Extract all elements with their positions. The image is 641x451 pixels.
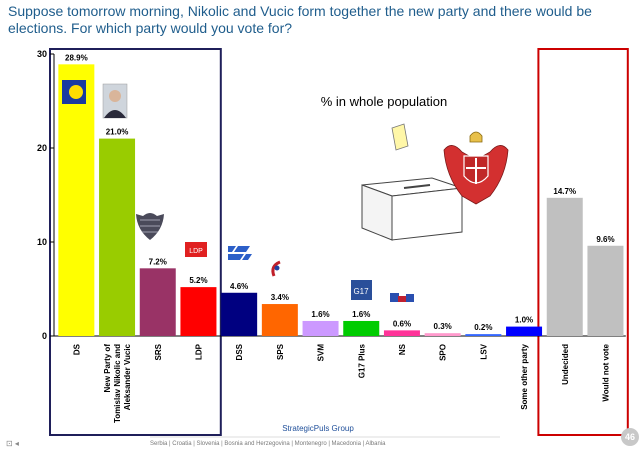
value-label: 1.6% [352, 310, 370, 319]
x-tick-label: LSV [479, 343, 488, 359]
chart-annotation: % in whole population [321, 94, 447, 109]
highlight-box-2 [537, 48, 629, 436]
source-label: StrategicPuls Group [282, 424, 354, 433]
x-tick-label: G17 Plus [357, 343, 366, 378]
bar-would-not-vote [587, 245, 624, 336]
x-tick-label: Tomislav Nikolic and [113, 344, 122, 423]
y-tick-label: 0 [42, 331, 47, 341]
slide-controls-icon: ⊡ ◂ [6, 439, 19, 448]
x-tick-label: NS [398, 343, 407, 355]
ldp-logo: LDP [185, 242, 207, 257]
value-label: 1.0% [515, 316, 533, 325]
x-tick-label: SRS [154, 343, 163, 360]
nikolic-portrait [102, 83, 128, 119]
x-tick-label: Aleksander Vucic [123, 343, 132, 410]
value-label: 9.6% [596, 235, 614, 244]
bar-sps [261, 304, 298, 336]
sps-logo [271, 260, 281, 277]
ldp-logo-text: LDP [189, 248, 203, 255]
x-tick-label: Would not vote [601, 343, 610, 401]
g17-logo-text: G17 [353, 287, 369, 296]
srs-eagle-logo [136, 213, 164, 240]
bar-undecided [546, 197, 583, 336]
bar-new-party-of-tomislav-nikolic-and-aleksander-vucic [99, 138, 136, 336]
y-tick-label: 20 [37, 143, 47, 153]
bar-ns [383, 330, 420, 336]
value-label: 0.6% [393, 319, 411, 328]
x-tick-label: DS [72, 343, 81, 355]
bar-svm [302, 320, 339, 336]
page-number-badge: 46 [621, 428, 639, 446]
x-tick-label: New Party of [103, 344, 112, 393]
x-tick-label: SPO [439, 344, 448, 361]
value-label: 5.2% [189, 276, 207, 285]
serbian-coat-of-arms-icon [443, 131, 509, 205]
value-label: 21.0% [106, 128, 129, 137]
y-tick-label: 30 [37, 49, 47, 59]
bar-dss [221, 292, 258, 336]
x-tick-label: Undecided [561, 344, 570, 385]
value-label: 0.2% [474, 323, 492, 332]
bar-g17-plus [343, 320, 380, 336]
bar-spo [424, 333, 461, 336]
x-tick-label: DSS [235, 343, 244, 360]
value-label: 1.6% [311, 310, 329, 319]
g17-logo: G17 [351, 280, 372, 300]
value-label: 14.7% [553, 187, 576, 196]
value-label: 28.9% [65, 53, 88, 62]
value-label: 4.6% [230, 282, 248, 291]
dss-logo [228, 246, 252, 260]
y-tick-label: 10 [37, 237, 47, 247]
ballot-box-icon [361, 123, 463, 241]
value-label: 0.3% [434, 322, 452, 331]
value-label: 3.4% [271, 293, 289, 302]
x-tick-label: Some other party [520, 343, 529, 409]
bar-ds [58, 64, 95, 336]
bar-some-other-party [506, 326, 543, 336]
ds-logo [62, 80, 86, 104]
bar-ldp [180, 287, 217, 336]
value-label: 7.2% [149, 257, 167, 266]
x-tick-label: SVM [317, 344, 326, 362]
bar-lsv [465, 334, 502, 336]
slide-title: Suppose tomorrow morning, Nikolic and Vu… [8, 3, 592, 36]
bar-srs [139, 268, 176, 336]
x-tick-label: LDP [194, 343, 203, 360]
ns-logo [390, 293, 414, 302]
x-tick-label: SPS [276, 343, 285, 360]
footer-countries: Serbia | Croatia | Slovenia | Bosnia and… [150, 441, 386, 447]
